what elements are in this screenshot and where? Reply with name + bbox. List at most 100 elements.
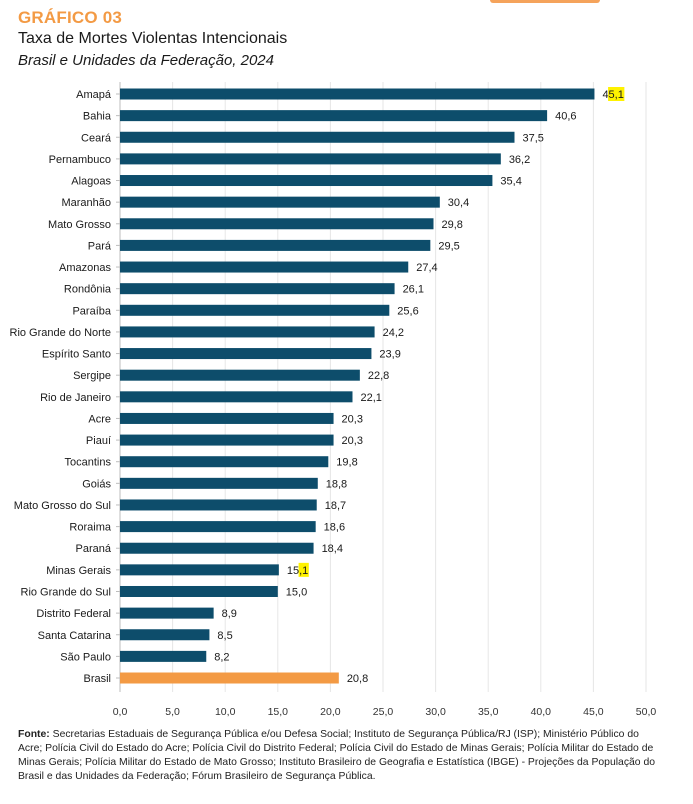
bar: [120, 629, 210, 641]
data-label: 18,8: [326, 478, 347, 490]
bar: [120, 110, 548, 122]
data-label: 15,0: [286, 586, 307, 598]
data-label-highlight: [298, 562, 309, 577]
bar: [120, 477, 318, 489]
data-label: 19,8: [336, 457, 357, 469]
bar: [120, 542, 314, 554]
bar-brasil: [120, 672, 339, 684]
bar: [120, 261, 409, 273]
x-tick-label: 20,0: [320, 706, 341, 718]
data-label: 26,1: [403, 284, 424, 296]
bar: [120, 521, 316, 533]
bar: [120, 218, 434, 230]
bar: [120, 348, 372, 360]
bar: [120, 564, 279, 576]
category-label: Goiás: [82, 478, 111, 490]
x-tick-label: 0,0: [113, 706, 128, 718]
data-label: 24,2: [383, 327, 404, 339]
category-label: Paraná: [76, 543, 112, 555]
x-tick-label: 40,0: [531, 706, 552, 718]
category-label: Amazonas: [59, 262, 111, 274]
category-label: Minas Gerais: [46, 565, 111, 577]
bar: [120, 239, 431, 251]
data-label: 29,8: [441, 219, 462, 231]
data-label: 30,4: [448, 197, 469, 209]
bar: [120, 196, 440, 208]
bar: [120, 304, 390, 316]
x-tick-label: 50,0: [636, 706, 657, 718]
chart-title: Taxa de Mortes Violentas Intencionais: [18, 30, 288, 47]
x-tick-label: 35,0: [478, 706, 499, 718]
x-tick-label: 45,0: [583, 706, 604, 718]
chart-kicker: GRÁFICO 03: [18, 8, 123, 27]
category-label: Mato Grosso do Sul: [14, 500, 111, 512]
category-label: Distrito Federal: [36, 608, 111, 620]
x-tick-label: 15,0: [268, 706, 289, 718]
category-label: São Paulo: [60, 651, 111, 663]
data-label: 18,7: [325, 500, 346, 512]
bar: [120, 391, 353, 403]
bar: [120, 369, 360, 381]
bar: [120, 650, 207, 662]
data-label: 18,4: [322, 543, 343, 555]
data-label: 20,3: [342, 435, 363, 447]
bar-chart: 0,0 5,0 10,0 15,0 20,0 25,0 30,0 35,0 40,0 45,0 50…: [10, 82, 657, 718]
category-label: Ceará: [81, 132, 112, 144]
category-label: Bahia: [83, 111, 112, 123]
category-label: Alagoas: [71, 176, 111, 188]
data-label: 18,6: [324, 522, 345, 534]
category-label: Rio de Janeiro: [40, 392, 111, 404]
bar: [120, 607, 214, 619]
category-label: Brasil: [83, 673, 111, 685]
category-label: Rondônia: [64, 284, 112, 296]
data-label: 22,8: [368, 370, 389, 382]
data-label: 22,1: [360, 392, 381, 404]
source-note: Fonte: Secretarias Estaduais de Seguranç…: [18, 728, 658, 784]
bar: [120, 585, 278, 597]
category-label: Tocantins: [65, 457, 112, 469]
x-tick-label: 10,0: [215, 706, 236, 718]
category-label: Roraima: [69, 522, 111, 534]
bar: [120, 131, 515, 143]
category-label: Piauí: [86, 435, 111, 447]
x-tick-label: 30,0: [425, 706, 446, 718]
data-label: 36,2: [509, 154, 530, 166]
chart-subtitle: Brasil e Unidades da Federação, 2024: [18, 52, 274, 69]
category-label: Amapá: [76, 89, 112, 101]
data-label: 8,9: [222, 608, 237, 620]
category-label: Rio Grande do Norte: [10, 327, 112, 339]
bar: [120, 434, 334, 446]
bar: [120, 326, 375, 338]
category-label: Sergipe: [73, 370, 111, 382]
data-label: 20,3: [342, 413, 363, 425]
chart-header: GRÁFICO 03 Taxa de Mortes Violentas Inte…: [18, 8, 287, 69]
bar: [120, 175, 493, 187]
category-label: Pará: [88, 240, 112, 252]
category-label: Paraíba: [72, 305, 111, 317]
category-label: Maranhão: [61, 197, 111, 209]
source-text: Secretarias Estaduais de Segurança Públi…: [18, 729, 656, 782]
data-label: 8,2: [214, 651, 229, 663]
bar: [120, 88, 595, 100]
data-label: 8,5: [217, 630, 232, 642]
bar: [120, 283, 395, 295]
x-tick-label: 5,0: [165, 706, 180, 718]
data-label: 25,6: [397, 305, 418, 317]
data-label: 20,8: [347, 673, 368, 685]
data-label: 15,1: [287, 565, 308, 577]
category-label: Acre: [88, 413, 111, 425]
data-label: 23,9: [379, 349, 400, 361]
data-label: 45,1: [602, 89, 623, 101]
category-label: Pernambuco: [49, 154, 111, 166]
bar: [120, 412, 334, 424]
category-label: Rio Grande do Sul: [21, 586, 112, 598]
data-label: 37,5: [523, 132, 544, 144]
top-accent-bar: [490, 0, 600, 3]
source-label: Fonte:: [18, 729, 50, 740]
bar: [120, 499, 317, 511]
x-tick-label: 25,0: [373, 706, 394, 718]
data-label: 27,4: [416, 262, 437, 274]
data-label: 40,6: [555, 111, 576, 123]
category-label: Santa Catarina: [38, 630, 112, 642]
data-label: 29,5: [438, 240, 459, 252]
